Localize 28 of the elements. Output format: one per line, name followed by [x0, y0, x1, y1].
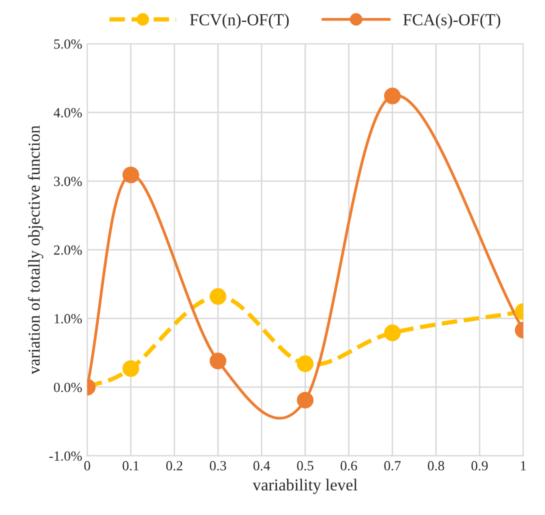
point — [122, 360, 140, 377]
y-tick-label: 2.0% — [54, 245, 82, 255]
x-axis-title: variability level — [252, 478, 358, 494]
y-tick-label: 4.0% — [54, 108, 82, 118]
y-axis-title: variation of totally objective function — [28, 126, 44, 374]
x-tick-label: 0.3 — [210, 461, 226, 470]
point — [296, 392, 314, 408]
y-tick-label: 3.0% — [54, 176, 82, 186]
legend-label: FCA(s)-OF(T) — [403, 14, 500, 29]
x-tick-label: 0.2 — [166, 461, 182, 470]
point — [296, 355, 314, 372]
x-tick-label: 0.5 — [297, 461, 314, 470]
legend-label: FCV(n)-OF(T) — [190, 14, 289, 29]
x-tick-label: 0 — [84, 461, 90, 470]
x-tick-label: 0.7 — [384, 461, 401, 470]
y-tick-label: 1.0% — [54, 314, 82, 324]
y-tick-label: 5.0% — [54, 39, 82, 49]
x-tick-label: 0.8 — [428, 461, 444, 470]
y-tick-label: 0.0% — [54, 382, 82, 392]
x-tick-label: 0.1 — [122, 461, 139, 470]
x-tick-label: 1 — [520, 461, 526, 470]
x-tick-label: 0.9 — [471, 461, 488, 470]
y-tick-label: -1.0% — [49, 451, 82, 461]
x-tick-label: 0.4 — [253, 461, 270, 470]
point — [210, 352, 226, 370]
x-tick-label: 0.6 — [340, 461, 358, 470]
point — [122, 166, 140, 184]
point — [210, 288, 226, 305]
